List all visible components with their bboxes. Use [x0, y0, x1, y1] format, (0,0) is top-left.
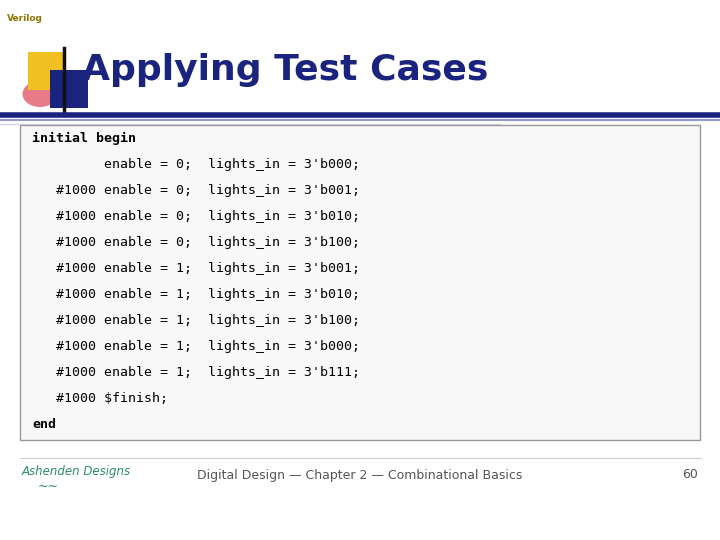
- Text: enable = 0;  lights_in = 3'b000;: enable = 0; lights_in = 3'b000;: [32, 158, 360, 171]
- Text: Verilog: Verilog: [7, 14, 43, 23]
- Text: #1000 enable = 1;  lights_in = 3'b000;: #1000 enable = 1; lights_in = 3'b000;: [32, 340, 360, 353]
- Text: Ashenden Designs: Ashenden Designs: [22, 465, 131, 478]
- Text: ∼∼: ∼∼: [38, 480, 59, 492]
- Bar: [20, 125, 700, 440]
- Ellipse shape: [22, 81, 58, 107]
- Text: #1000 enable = 1;  lights_in = 3'b010;: #1000 enable = 1; lights_in = 3'b010;: [32, 288, 360, 301]
- Text: #1000 enable = 0;  lights_in = 3'b100;: #1000 enable = 0; lights_in = 3'b100;: [32, 236, 360, 249]
- Text: 60: 60: [682, 469, 698, 482]
- Text: #1000 enable = 1;  lights_in = 3'b111;: #1000 enable = 1; lights_in = 3'b111;: [32, 366, 360, 379]
- Text: #1000 enable = 1;  lights_in = 3'b001;: #1000 enable = 1; lights_in = 3'b001;: [32, 262, 360, 275]
- Text: #1000 $finish;: #1000 $finish;: [32, 392, 168, 405]
- Bar: [28, 52, 66, 90]
- Text: initial begin: initial begin: [32, 132, 136, 145]
- Text: #1000 enable = 0;  lights_in = 3'b001;: #1000 enable = 0; lights_in = 3'b001;: [32, 184, 360, 197]
- Text: Digital Design — Chapter 2 — Combinational Basics: Digital Design — Chapter 2 — Combination…: [197, 469, 523, 482]
- Bar: [50, 70, 88, 108]
- Text: Applying Test Cases: Applying Test Cases: [82, 53, 488, 87]
- Text: #1000 enable = 0;  lights_in = 3'b010;: #1000 enable = 0; lights_in = 3'b010;: [32, 210, 360, 223]
- Text: end: end: [32, 418, 56, 431]
- Text: #1000 enable = 1;  lights_in = 3'b100;: #1000 enable = 1; lights_in = 3'b100;: [32, 314, 360, 327]
